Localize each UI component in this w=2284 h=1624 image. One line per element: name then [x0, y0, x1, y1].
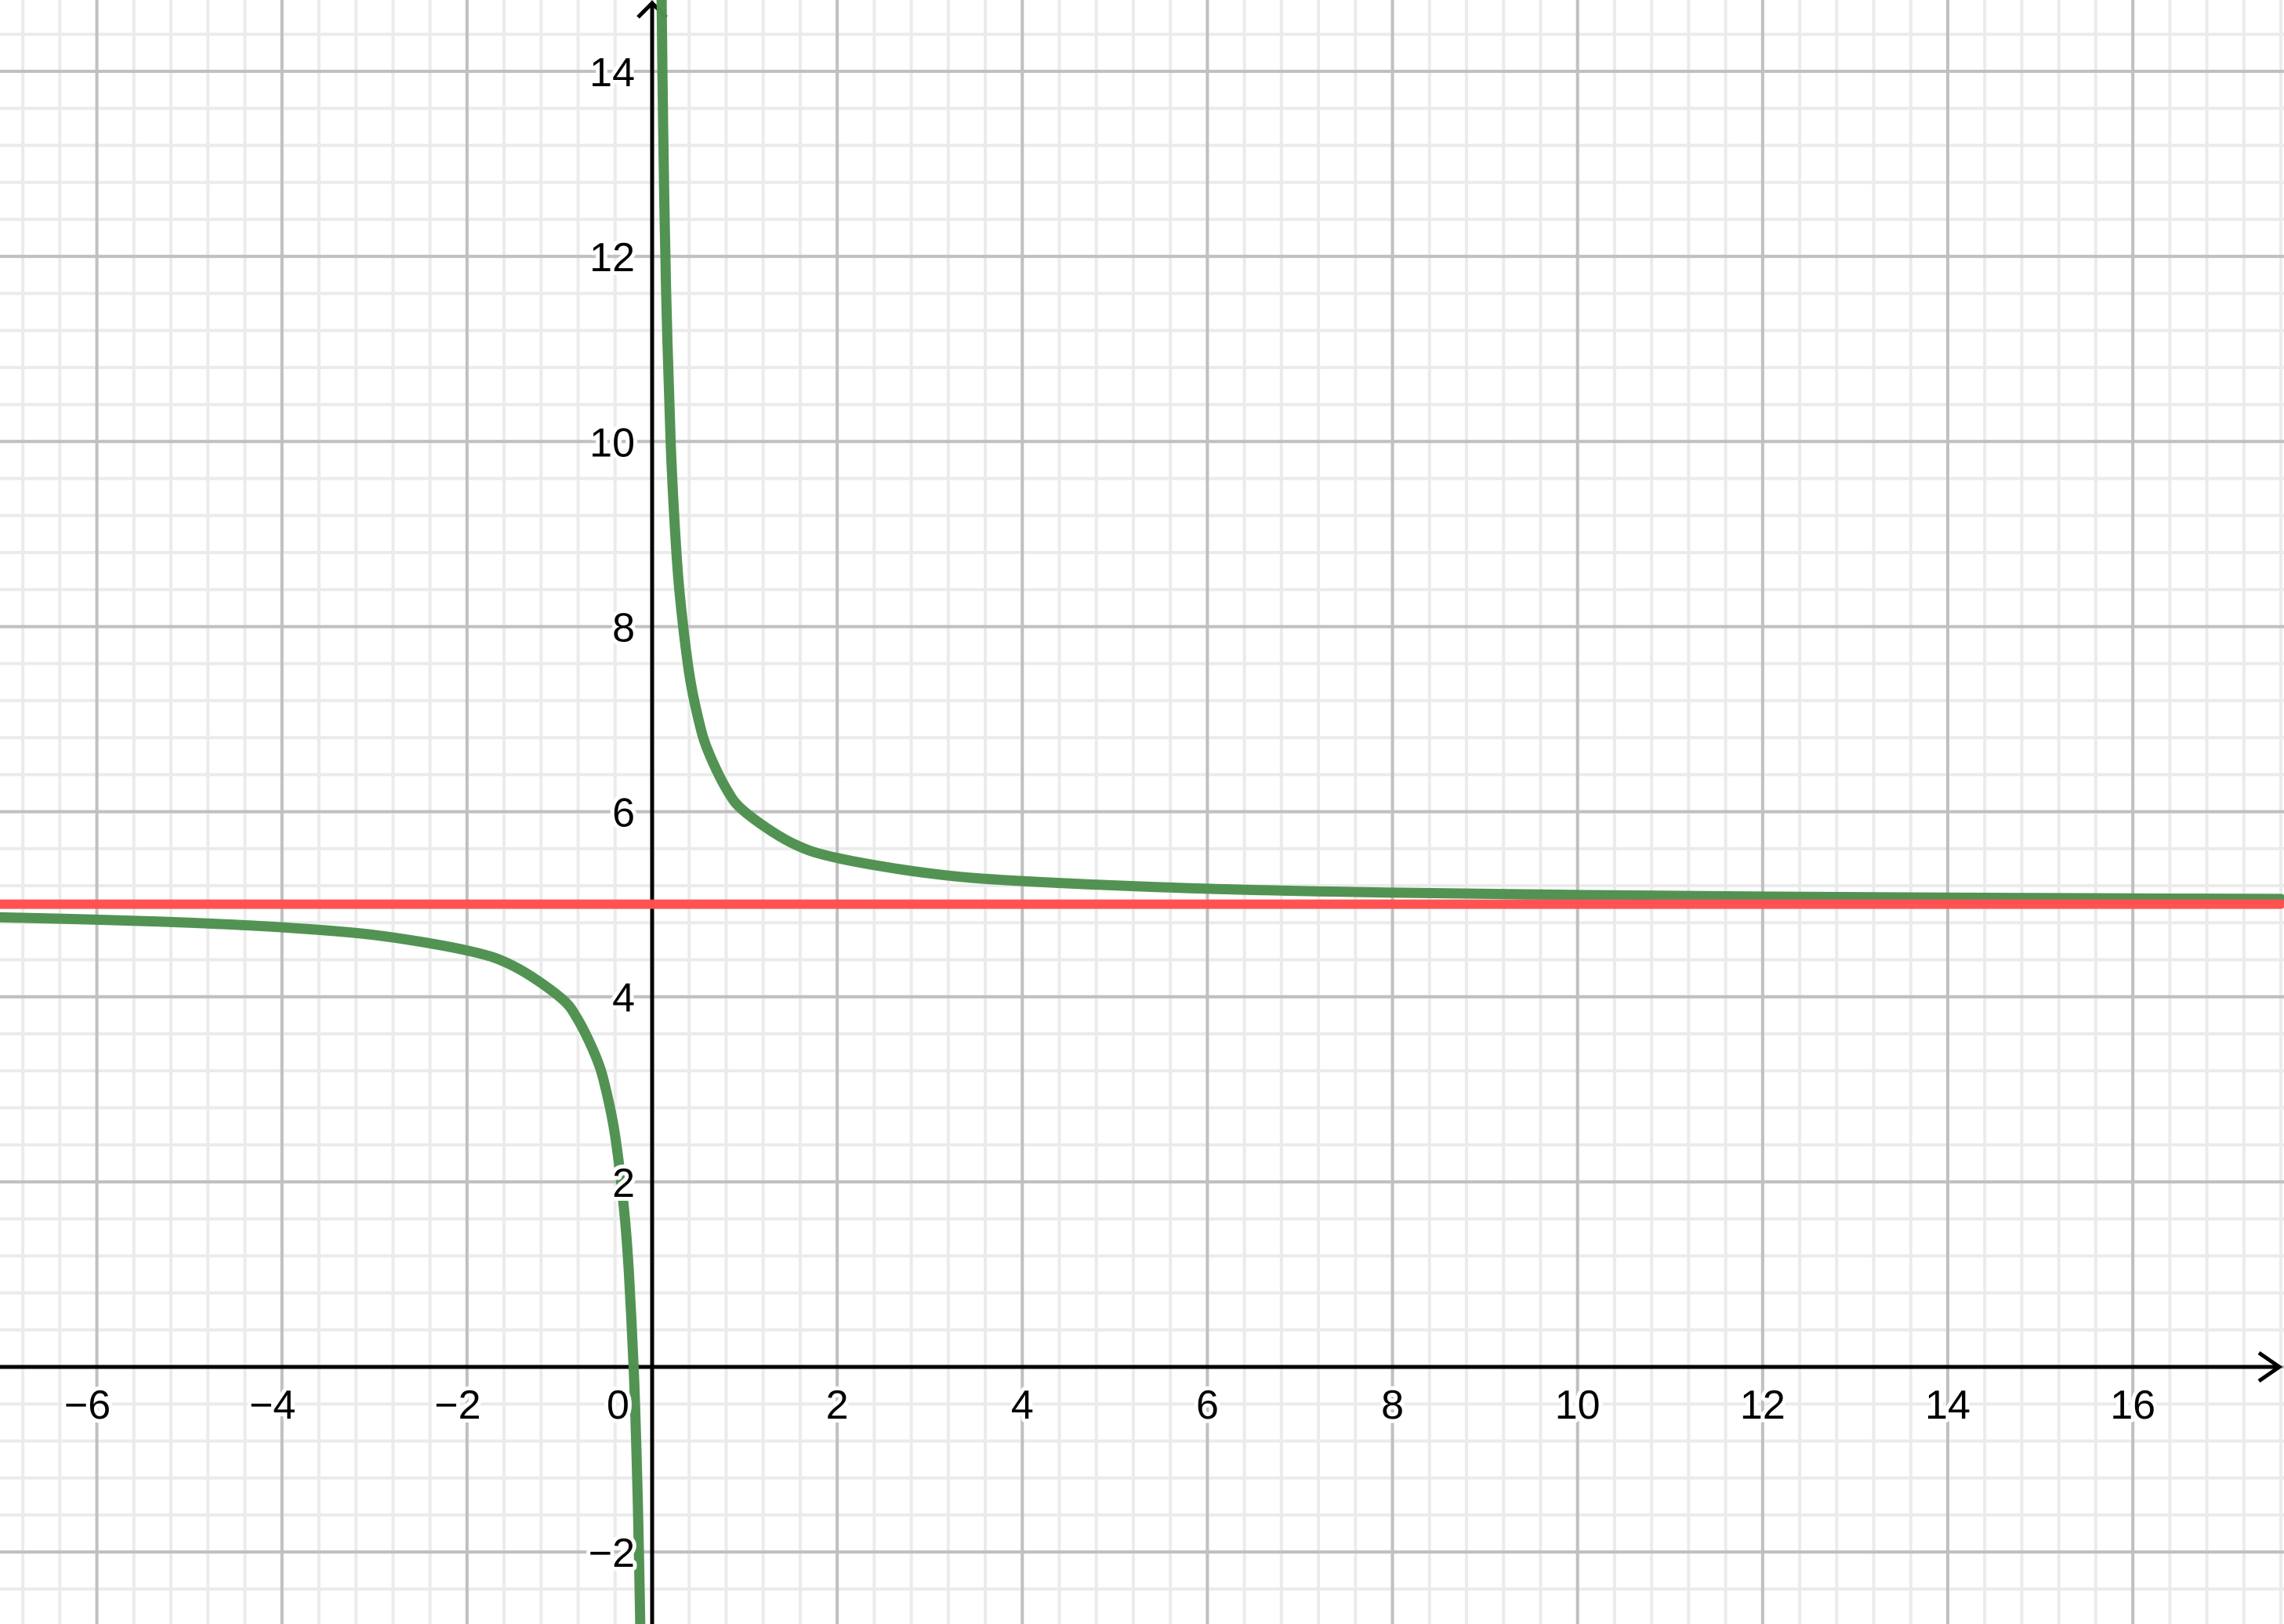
x-tick-label: 0	[607, 1383, 629, 1428]
x-tick-label: 10	[1555, 1383, 1601, 1428]
y-tick-label: 8	[612, 605, 635, 651]
y-tick-label: 10	[589, 420, 635, 466]
x-axis-arrow-icon	[2257, 1350, 2283, 1383]
y-tick-label: 6	[612, 791, 635, 836]
x-tick-label: 4	[1011, 1383, 1034, 1428]
y-tick-label: 4	[612, 976, 635, 1021]
y-tick-label: 14	[589, 50, 635, 96]
x-tick-label: 14	[1925, 1383, 1970, 1428]
y-tick-label: 2	[612, 1161, 635, 1206]
x-tick-label: 12	[1740, 1383, 1786, 1428]
x-tick-label: −4	[249, 1383, 295, 1428]
x-tick-label: −2	[434, 1383, 480, 1428]
y-tick-label: 12	[589, 235, 635, 281]
x-tick-label: 8	[1381, 1383, 1404, 1428]
x-tick-labels: −6 −4 −2 0 2 4 6 8 10 12 14 16	[60, 1379, 2159, 1432]
x-tick-label: −6	[64, 1383, 111, 1428]
green-curve-branch-0	[0, 912, 646, 1624]
x-tick-label: 2	[826, 1383, 849, 1428]
y-tick-label: −2	[589, 1531, 635, 1576]
green-curve-branch-1	[656, 0, 2284, 904]
x-tick-label: 6	[1196, 1383, 1219, 1428]
y-tick-labels: −2 2 4 6 8 10 12 14	[585, 46, 639, 1580]
x-tick-label: 16	[2110, 1383, 2155, 1428]
